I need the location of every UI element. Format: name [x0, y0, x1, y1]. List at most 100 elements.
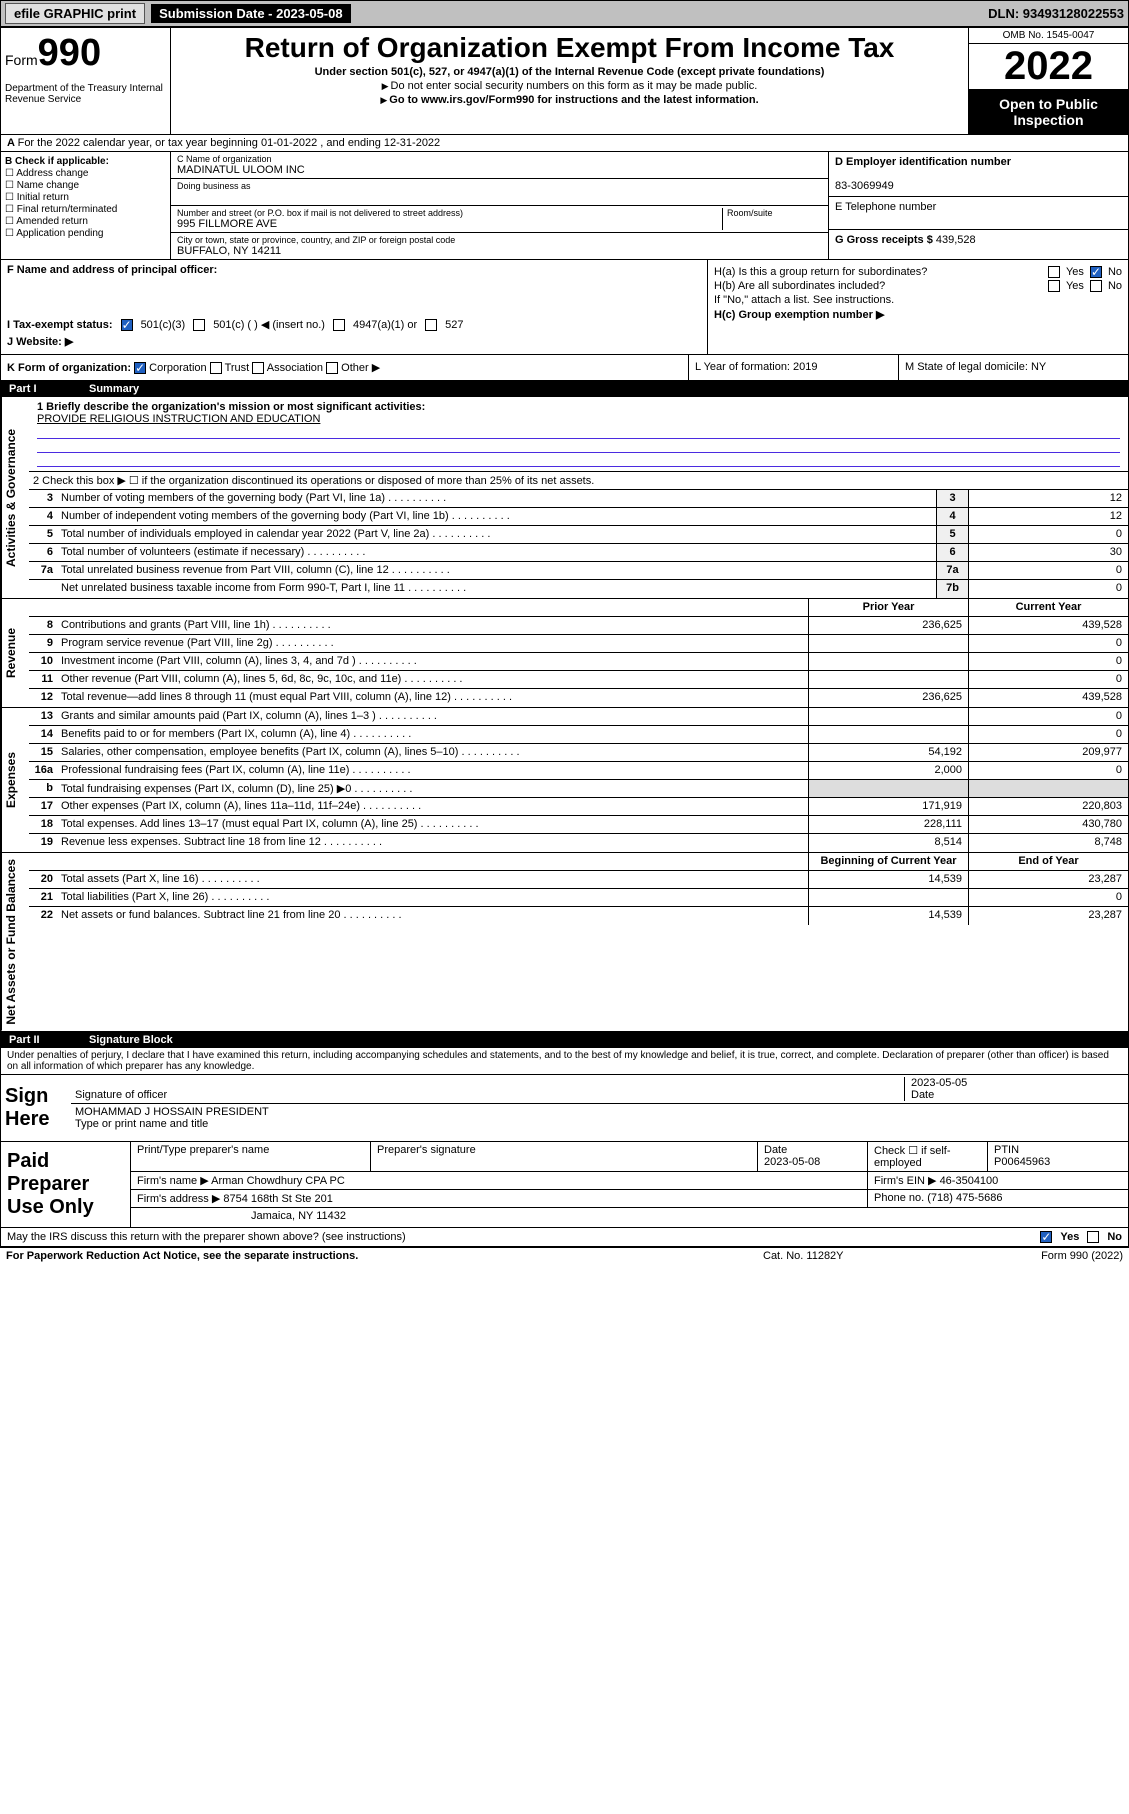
prior-value [808, 780, 968, 797]
line-text: Total liabilities (Part X, line 26) [57, 889, 808, 906]
col-eoy: End of Year [968, 853, 1128, 870]
line-num: 8 [29, 617, 57, 634]
chk-app-pending[interactable]: ☐ Application pending [5, 228, 166, 239]
current-value: 430,780 [968, 816, 1128, 833]
chk-name-change[interactable]: ☐ Name change [5, 180, 166, 191]
tab-expenses: Expenses [1, 708, 29, 852]
current-value: 0 [968, 671, 1128, 688]
line-num: 16a [29, 762, 57, 779]
current-value: 23,287 [968, 871, 1128, 888]
line-text: Total unrelated business revenue from Pa… [57, 562, 936, 579]
current-value: 0 [968, 762, 1128, 779]
current-value: 209,977 [968, 744, 1128, 761]
part2-header: Part IISignature Block [1, 1032, 1128, 1048]
chk-501c3[interactable] [121, 319, 133, 331]
subtitle-ssn: Do not enter social security numbers on … [175, 80, 964, 92]
chk-address-change[interactable]: ☐ Address change [5, 168, 166, 179]
line-num: 13 [29, 708, 57, 725]
prior-value: 236,625 [808, 689, 968, 707]
efile-print-button[interactable]: efile GRAPHIC print [5, 3, 145, 24]
form-org-label: K Form of organization: [7, 362, 131, 374]
chk-initial-return[interactable]: ☐ Initial return [5, 192, 166, 203]
page-footer: For Paperwork Reduction Act Notice, see … [0, 1248, 1129, 1264]
line-num: b [29, 780, 57, 797]
line-num: 9 [29, 635, 57, 652]
chk-other[interactable] [326, 362, 338, 374]
col-prior-year: Prior Year [808, 599, 968, 616]
line-text: Other expenses (Part IX, column (A), lin… [57, 798, 808, 815]
discuss-no[interactable] [1087, 1231, 1099, 1243]
chk-final-return[interactable]: ☐ Final return/terminated [5, 204, 166, 215]
ha-no[interactable] [1090, 266, 1102, 278]
line-value: 12 [968, 508, 1128, 525]
firm-name: Arman Chowdhury CPA PC [211, 1175, 345, 1187]
line-value: 30 [968, 544, 1128, 561]
prior-value: 2,000 [808, 762, 968, 779]
line-text: Total number of volunteers (estimate if … [57, 544, 936, 561]
line-text: Net unrelated business taxable income fr… [57, 580, 936, 598]
line-text: Contributions and grants (Part VIII, lin… [57, 617, 808, 634]
tab-governance: Activities & Governance [1, 397, 29, 598]
line-box: 3 [936, 490, 968, 507]
dba-label: Doing business as [177, 181, 822, 191]
hb-yes[interactable] [1048, 280, 1060, 292]
line-num: 20 [29, 871, 57, 888]
current-value: 220,803 [968, 798, 1128, 815]
subtitle-link: Go to www.irs.gov/Form990 for instructio… [175, 94, 964, 106]
line-box: 5 [936, 526, 968, 543]
gross-receipts-label: G Gross receipts $ [835, 234, 933, 246]
sig-date: 2023-05-05 [911, 1077, 967, 1089]
officer-name: MOHAMMAD J HOSSAIN PRESIDENT [75, 1106, 269, 1118]
current-value: 23,287 [968, 907, 1128, 925]
city-state-zip: BUFFALO, NY 14211 [177, 245, 822, 257]
line-text: Total expenses. Add lines 13–17 (must eq… [57, 816, 808, 833]
gross-receipts-value: 439,528 [936, 234, 976, 246]
chk-amended[interactable]: ☐ Amended return [5, 216, 166, 227]
line-text: Total revenue—add lines 8 through 11 (mu… [57, 689, 808, 707]
chk-527[interactable] [425, 319, 437, 331]
col-boy: Beginning of Current Year [808, 853, 968, 870]
current-value [968, 780, 1128, 797]
top-bar: efile GRAPHIC print Submission Date - 20… [0, 0, 1129, 27]
chk-trust[interactable] [210, 362, 222, 374]
line-value: 0 [968, 562, 1128, 579]
chk-501c[interactable] [193, 319, 205, 331]
state-domicile: M State of legal domicile: NY [898, 355, 1128, 380]
line-num: 17 [29, 798, 57, 815]
form-header: Form990 Department of the Treasury Inter… [1, 28, 1128, 135]
prior-value: 236,625 [808, 617, 968, 634]
line2: 2 Check this box ▶ ☐ if the organization… [29, 472, 1128, 489]
line-num: 22 [29, 907, 57, 925]
line-num: 19 [29, 834, 57, 852]
chk-assoc[interactable] [252, 362, 264, 374]
ha-yes[interactable] [1048, 266, 1060, 278]
line-text: Revenue less expenses. Subtract line 18 … [57, 834, 808, 852]
prior-value: 14,539 [808, 871, 968, 888]
line-text: Investment income (Part VIII, column (A)… [57, 653, 808, 670]
discuss-yes[interactable] [1040, 1231, 1052, 1243]
line-num: 7a [29, 562, 57, 579]
line-num [29, 580, 57, 598]
line-num: 5 [29, 526, 57, 543]
line-text: Number of independent voting members of … [57, 508, 936, 525]
org-name-label: C Name of organization [177, 154, 822, 164]
tab-net-assets: Net Assets or Fund Balances [1, 853, 29, 1031]
line-num: 18 [29, 816, 57, 833]
line-text: Professional fundraising fees (Part IX, … [57, 762, 808, 779]
col-current-year: Current Year [968, 599, 1128, 616]
current-value: 0 [968, 889, 1128, 906]
part1-header: Part ISummary [1, 381, 1128, 397]
current-value: 8,748 [968, 834, 1128, 852]
line-num: 15 [29, 744, 57, 761]
ein-label: D Employer identification number [835, 156, 1011, 168]
hb-no[interactable] [1090, 280, 1102, 292]
chk-4947[interactable] [333, 319, 345, 331]
line-num: 6 [29, 544, 57, 561]
chk-corp[interactable] [134, 362, 146, 374]
line-text: Number of voting members of the governin… [57, 490, 936, 507]
mission-question: 1 Briefly describe the organization's mi… [37, 401, 1120, 413]
firm-phone: (718) 475-5686 [927, 1192, 1002, 1204]
prior-value [808, 889, 968, 906]
prior-value [808, 635, 968, 652]
line-text: Total fundraising expenses (Part IX, col… [57, 780, 808, 797]
